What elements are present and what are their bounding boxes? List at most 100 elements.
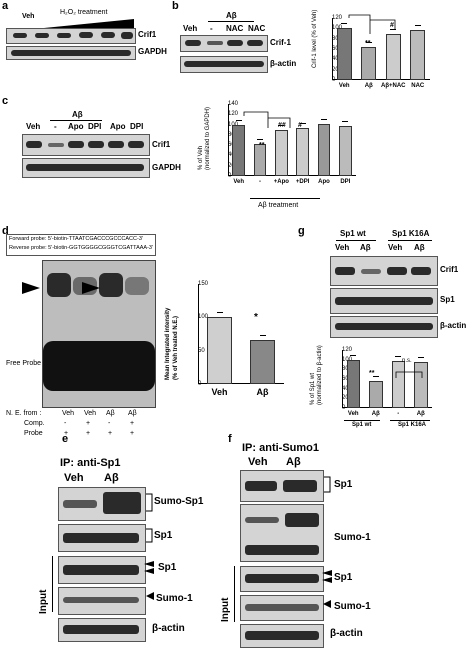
g-k16a-line bbox=[388, 240, 432, 241]
chart-b-bar bbox=[361, 47, 377, 80]
c-lane-5: DPI bbox=[130, 122, 144, 131]
chart-c-errorbar bbox=[235, 119, 242, 125]
g-lane-1: Aβ bbox=[360, 243, 371, 252]
c-lane-0: Veh bbox=[26, 122, 41, 131]
d-cell-r2c2: + bbox=[108, 430, 113, 437]
panel-label-g: g bbox=[298, 225, 305, 237]
chart-g-bar bbox=[346, 359, 360, 408]
d-cell-r0c2: Aβ bbox=[106, 410, 115, 417]
e-blot-sumo-sp1 bbox=[58, 487, 146, 521]
chart-b-category-label: Aβ+NAC bbox=[381, 83, 406, 89]
c-lane-3: DPI bbox=[88, 122, 102, 131]
d-cell-r0c3: Aβ bbox=[128, 410, 137, 417]
f-row-sp1-input: Sp1 bbox=[334, 572, 353, 583]
chart-c-category-label: +Apo bbox=[273, 179, 289, 185]
c-row-label-gapdh: GAPDH bbox=[152, 163, 181, 172]
e-row-sumo-sp1: Sumo-Sp1 bbox=[154, 496, 204, 507]
g-lane-0: Veh bbox=[335, 243, 350, 252]
e-blot-sp1-ip bbox=[58, 524, 146, 552]
a-row-label-crif1: Crif1 bbox=[138, 30, 157, 39]
chart-c-category-label: +DPI bbox=[295, 179, 310, 185]
f-row-sumo1-ip: Sumo-1 bbox=[334, 532, 371, 543]
c-lane-4: Apo bbox=[110, 122, 126, 131]
chart-b-errorbar bbox=[414, 24, 421, 30]
g-wt-axis-line bbox=[344, 420, 380, 421]
e-blot-sumo1 bbox=[58, 587, 146, 615]
g-row-label-actin: β-actin bbox=[440, 321, 467, 330]
a-treatment-label: H₂O₂ treatment bbox=[60, 9, 108, 16]
chart-g-category-label: Aβ bbox=[416, 411, 425, 417]
chart-d: 0 50 100 150 Veh Aβ bbox=[198, 281, 284, 397]
f-row-sp1-ip: Sp1 bbox=[334, 479, 353, 490]
chart-c-bar bbox=[274, 129, 288, 176]
d-star: * bbox=[254, 312, 258, 323]
f-double-arrow-icon bbox=[322, 570, 332, 583]
chart-g-errorbar bbox=[417, 356, 424, 362]
chart-b-category-label: Aβ bbox=[364, 83, 373, 89]
f-arrow-icon bbox=[323, 600, 331, 608]
chart-d-errorbar bbox=[259, 335, 266, 340]
g-group-k16a-header: Sp1 K16A bbox=[392, 229, 430, 238]
g-row-label-crif1: Crif1 bbox=[440, 265, 459, 274]
chart-c-errorbar bbox=[342, 120, 349, 126]
b-ylabel: Crif-1 level (% of Veh) bbox=[312, 9, 318, 68]
d-ylabel: Mean Integrated intensity (% of Veh trea… bbox=[165, 307, 179, 380]
chart-c-errorbar bbox=[299, 123, 306, 128]
chart-c-bar bbox=[232, 124, 246, 176]
g-blot-crif1 bbox=[330, 256, 438, 286]
panel-label-c: c bbox=[2, 95, 9, 107]
chart-c-errorbar bbox=[278, 124, 285, 130]
c-stars: ** bbox=[259, 142, 265, 149]
f-input-label: Input bbox=[220, 597, 231, 622]
chart-c-bar bbox=[317, 124, 331, 176]
panel-label-f: f bbox=[228, 433, 232, 445]
g-group-wt-header: Sp1 wt bbox=[340, 229, 366, 238]
c-ylabel: % of Veh (normalized to GAPDH) bbox=[198, 106, 211, 170]
chart-c-category-label: Veh bbox=[233, 179, 244, 185]
d-cell-r1c3: + bbox=[130, 420, 135, 427]
e-row-sumo1: Sumo-1 bbox=[156, 593, 193, 604]
b-abeta-header: Aβ bbox=[226, 11, 237, 20]
chart-d-category-label: Veh bbox=[211, 387, 228, 397]
d-free-probe-label: Free Probe bbox=[6, 360, 42, 367]
b-row-label-actin: β-actin bbox=[270, 59, 297, 68]
chart-c-category-label: DPI bbox=[340, 179, 351, 185]
panel-label-a: a bbox=[2, 0, 9, 12]
e-lane-abeta: Aβ bbox=[104, 472, 119, 484]
chart-g-errorbar bbox=[350, 354, 357, 360]
d-cell-r1c0: - bbox=[64, 420, 67, 427]
chart-g-bar bbox=[414, 361, 428, 408]
c-hash2: # bbox=[298, 122, 302, 129]
d-cell-r1c2: - bbox=[108, 420, 111, 427]
panel-label-d: d bbox=[2, 225, 9, 237]
b-hash: # bbox=[390, 22, 394, 29]
f-blot-sp1-ip bbox=[240, 470, 324, 502]
c-group-label: Aβ treatment bbox=[258, 202, 299, 209]
d-cell-r0c1: Veh bbox=[84, 410, 97, 417]
chart-b-bar bbox=[410, 29, 426, 80]
chart-d-bar bbox=[249, 340, 276, 384]
chart-g-category-label: Aβ bbox=[371, 411, 380, 417]
e-blot-actin bbox=[58, 618, 146, 642]
d-row0-label: N. E. from : bbox=[6, 410, 42, 417]
chart-b-bar bbox=[336, 28, 352, 80]
c-blot-crif1 bbox=[22, 134, 150, 156]
g-k16a-axis-label: Sp1 K16A bbox=[398, 422, 427, 428]
g-k16a-axis-line bbox=[390, 420, 430, 421]
c-lane-1: - bbox=[54, 122, 57, 131]
a-blot-crif1 bbox=[6, 28, 136, 44]
b-lane-minus: - bbox=[210, 24, 213, 33]
chart-d-errorbar bbox=[216, 312, 223, 317]
g-lane-2: Veh bbox=[388, 243, 403, 252]
e-row-sp1-ip: Sp1 bbox=[154, 530, 173, 541]
b-stars: ** bbox=[365, 40, 371, 47]
e-input-label: Input bbox=[38, 589, 49, 614]
e-arrow-icon bbox=[146, 592, 154, 600]
chart-d-category-label: Aβ bbox=[256, 387, 269, 397]
c-abeta-line bbox=[50, 120, 102, 121]
d-cell-r2c3: + bbox=[130, 430, 135, 437]
d-cell-r2c1: + bbox=[86, 430, 91, 437]
chart-c-category-label: Apo bbox=[318, 179, 330, 185]
chart-g-category-label: Veh bbox=[347, 411, 359, 417]
